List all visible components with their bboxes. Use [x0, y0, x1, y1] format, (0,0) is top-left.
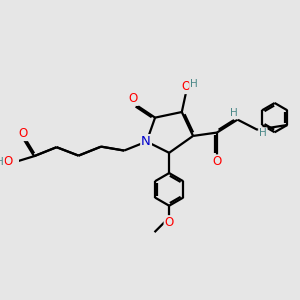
Text: O: O — [129, 92, 138, 105]
Text: H: H — [190, 80, 198, 89]
Text: H: H — [259, 128, 267, 138]
Text: O: O — [164, 216, 174, 229]
Text: O: O — [182, 80, 191, 93]
Text: O: O — [3, 155, 12, 168]
Text: H: H — [0, 157, 4, 167]
Text: O: O — [18, 127, 27, 140]
Text: N: N — [141, 135, 151, 148]
Text: O: O — [212, 155, 222, 168]
Text: H: H — [230, 108, 238, 118]
